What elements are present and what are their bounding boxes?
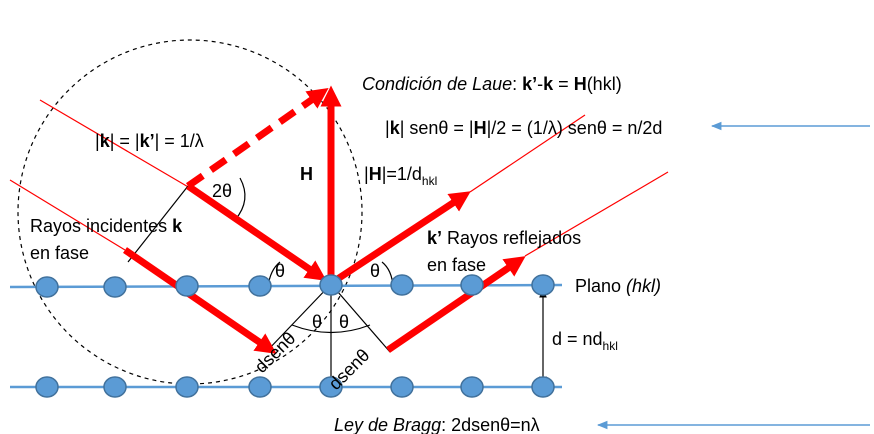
theta-label: θ <box>275 261 285 281</box>
text-part: = <box>553 74 574 94</box>
text-part: Plano <box>575 276 626 296</box>
text-part: | <box>385 118 390 138</box>
text-part: : 2dsenθ=nλ <box>441 415 540 434</box>
reflected-vector <box>334 191 471 283</box>
reflected-vector <box>386 256 526 353</box>
atom <box>460 376 484 398</box>
text-part: H <box>474 118 487 138</box>
text-part: H <box>369 164 382 184</box>
text-part: | <box>95 131 100 151</box>
atom <box>248 376 272 398</box>
reflected-label: k’ Rayos reflejados <box>427 228 581 248</box>
theta-arc <box>291 324 371 334</box>
text-part: Rayos reflejados <box>442 228 581 248</box>
bragg-law: Ley de Bragg: 2dsenθ=nλ <box>334 415 540 434</box>
atom <box>531 274 555 296</box>
text-part: k <box>543 74 554 94</box>
text-part: k <box>172 216 183 236</box>
text-part: hkl <box>422 174 437 188</box>
atom <box>103 376 127 398</box>
atom <box>35 376 59 398</box>
atom <box>175 275 199 297</box>
text-part: | = 1/λ <box>155 131 204 151</box>
h-magnitude: |H|=1/dhkl <box>364 164 437 188</box>
ewald-circle <box>17 39 363 385</box>
text-part: : <box>512 74 522 94</box>
atom <box>531 376 555 398</box>
atom <box>390 376 414 398</box>
incident-label: en fase <box>30 243 89 263</box>
atom <box>319 274 343 296</box>
text-part: k’ <box>427 228 442 248</box>
text-part: - <box>537 74 543 94</box>
text-part: | senθ = | <box>400 118 474 138</box>
text-part: Condición de Laue <box>362 74 512 94</box>
atom <box>35 276 59 298</box>
incident-ray <box>39 99 191 189</box>
path-segment <box>265 283 332 353</box>
atom <box>460 274 484 296</box>
text-part: k’ <box>140 131 155 151</box>
text-part: | = | <box>110 131 140 151</box>
text-part: (hkl) <box>626 276 661 296</box>
spacing-label: d = ndhkl <box>552 329 618 353</box>
incident-vector <box>186 183 327 281</box>
theta-label: θ <box>370 261 380 281</box>
theta-label: θ <box>312 312 322 332</box>
atoms <box>35 274 555 398</box>
atom <box>175 376 199 398</box>
path-label: dsenθ <box>251 328 300 377</box>
laue-condition: Condición de Laue: k’-k = H(hkl) <box>362 74 622 94</box>
text-part: H <box>574 74 587 94</box>
two-theta-arc <box>234 177 246 221</box>
text-part: d = nd <box>552 329 603 349</box>
path-segment <box>330 283 391 353</box>
incident-vector <box>123 247 277 354</box>
h-label: H <box>300 164 313 184</box>
atom <box>248 275 272 297</box>
reflected-label: en fase <box>427 255 486 275</box>
text-part: |/2 = (1/λ) senθ = n/2d <box>487 118 663 138</box>
two-theta-label: 2θ <box>212 181 232 201</box>
magnitude-relation: |k| = |k’| = 1/λ <box>95 131 204 151</box>
reflected-ray <box>524 171 669 257</box>
text-part: k <box>100 131 111 151</box>
incident-ray <box>9 179 126 251</box>
incident-label: Rayos incidentes k <box>30 216 183 236</box>
atom <box>390 274 414 296</box>
text-part: Ley de Bragg <box>334 415 441 434</box>
text-part: Rayos incidentes <box>30 216 172 236</box>
text-part: | <box>364 164 369 184</box>
atom <box>319 376 343 398</box>
reflected-ray <box>469 114 586 193</box>
text-part: hkl <box>603 339 618 353</box>
text-part: |=1/d <box>382 164 422 184</box>
bragg-relation: |k| senθ = |H|/2 = (1/λ) senθ = n/2d <box>385 118 662 138</box>
text-part: k’ <box>522 74 537 94</box>
text-part: k <box>390 118 401 138</box>
text-part: (hkl) <box>587 74 622 94</box>
atom <box>103 276 127 298</box>
wavefront <box>127 185 189 263</box>
theta-label: θ <box>339 312 349 332</box>
plane-label: Plano (hkl) <box>575 276 661 296</box>
